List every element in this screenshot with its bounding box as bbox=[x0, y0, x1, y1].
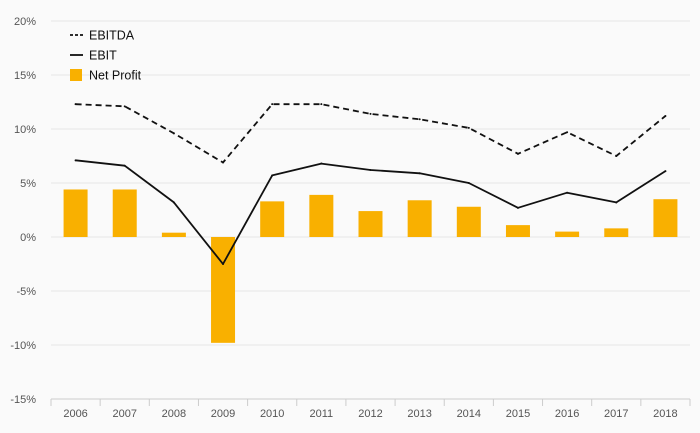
ebitda-point-2011[interactable] bbox=[320, 103, 323, 106]
net-profit-bar-2017[interactable] bbox=[604, 228, 629, 237]
legend[interactable]: EBITDA EBIT Net Profit bbox=[70, 29, 142, 83]
x-tick-label: 2009 bbox=[211, 408, 235, 420]
ebitda-point-2010[interactable] bbox=[271, 103, 274, 106]
ebit-point-2013[interactable] bbox=[418, 172, 421, 175]
ebitda-point-2006[interactable] bbox=[74, 103, 77, 106]
line-series bbox=[74, 103, 667, 265]
x-tick-label: 2018 bbox=[653, 408, 677, 420]
net-profit-bar-2012[interactable] bbox=[358, 211, 383, 237]
x-tick-label: 2006 bbox=[63, 408, 87, 420]
y-axis-ticks: 20% 15% 10% 5% 0% -5% -10% -15% bbox=[10, 16, 36, 406]
legend-label: EBITDA bbox=[89, 29, 135, 43]
ebit-point-2017[interactable] bbox=[615, 201, 618, 204]
ebit-point-2014[interactable] bbox=[467, 182, 470, 184]
net-profit-bar-2006[interactable] bbox=[63, 189, 88, 237]
y-tick-label: 0% bbox=[20, 232, 36, 244]
x-tick-label: 2013 bbox=[407, 408, 431, 420]
legend-item-ebitda[interactable]: EBITDA bbox=[70, 29, 135, 43]
x-tick-label: 2007 bbox=[112, 408, 136, 420]
net-profit-bars bbox=[63, 189, 678, 343]
legend-item-net-profit[interactable]: Net Profit bbox=[70, 69, 142, 83]
legend-label: EBIT bbox=[89, 49, 117, 63]
ebitda-point-2016[interactable] bbox=[566, 131, 569, 134]
net-profit-bar-2011[interactable] bbox=[309, 194, 334, 237]
net-profit-bar-2013[interactable] bbox=[407, 200, 432, 237]
net-profit-bar-2015[interactable] bbox=[505, 225, 530, 237]
legend-swatch bbox=[70, 69, 82, 81]
net-profit-bar-2008[interactable] bbox=[161, 232, 186, 237]
ebit-point-2012[interactable] bbox=[369, 169, 372, 172]
y-tick-label: -5% bbox=[16, 286, 36, 298]
x-tick-label: 2016 bbox=[555, 408, 579, 420]
ebit-point-2007[interactable] bbox=[123, 164, 126, 167]
y-tick-label: -15% bbox=[10, 394, 36, 406]
x-tick-label: 2015 bbox=[506, 408, 530, 420]
y-tick-label: 10% bbox=[14, 124, 36, 136]
ebitda-point-2013[interactable] bbox=[418, 118, 421, 121]
legend-label: Net Profit bbox=[89, 69, 142, 83]
x-tick-label: 2017 bbox=[604, 408, 628, 420]
ebitda-point-2018[interactable] bbox=[664, 115, 667, 118]
y-tick-label: 5% bbox=[20, 178, 36, 190]
ebit-point-2008[interactable] bbox=[172, 201, 175, 204]
ebit-point-2009[interactable] bbox=[222, 263, 225, 265]
y-tick-label: 15% bbox=[14, 70, 36, 82]
net-profit-bar-2010[interactable] bbox=[260, 201, 285, 237]
ebit-point-2011[interactable] bbox=[320, 162, 323, 165]
net-profit-bar-2016[interactable] bbox=[555, 231, 580, 237]
net-profit-bar-2007[interactable] bbox=[112, 189, 137, 237]
ebit-point-2010[interactable] bbox=[271, 174, 274, 177]
ebit-point-2016[interactable] bbox=[566, 191, 569, 194]
y-tick-label: 20% bbox=[14, 16, 36, 28]
ebit-point-2015[interactable] bbox=[516, 206, 519, 209]
ebitda-point-2014[interactable] bbox=[467, 126, 470, 129]
ebit-point-2018[interactable] bbox=[664, 170, 667, 173]
x-axis: 2006 2007 2008 2009 2010 2011 2012 2013 2014 2015… bbox=[50, 398, 691, 420]
ebitda-point-2015[interactable] bbox=[516, 152, 519, 155]
x-tick-label: 2011 bbox=[310, 408, 334, 420]
x-tick-label: 2010 bbox=[260, 408, 284, 420]
net-profit-bar-2018[interactable] bbox=[653, 199, 678, 237]
ebitda-point-2012[interactable] bbox=[369, 112, 372, 115]
legend-item-ebit[interactable]: EBIT bbox=[70, 49, 117, 63]
ebitda-point-2007[interactable] bbox=[123, 105, 126, 108]
x-tick-label: 2012 bbox=[358, 408, 382, 420]
y-tick-label: -10% bbox=[10, 340, 36, 352]
net-profit-bar-2014[interactable] bbox=[456, 206, 481, 237]
ebitda-point-2008[interactable] bbox=[172, 132, 175, 135]
ebitda-point-2009[interactable] bbox=[222, 161, 225, 164]
x-tick-label: 2008 bbox=[162, 408, 186, 420]
x-tick-label: 2014 bbox=[457, 408, 481, 420]
ebit-point-2006[interactable] bbox=[74, 159, 77, 162]
ebitda-point-2017[interactable] bbox=[615, 155, 618, 157]
